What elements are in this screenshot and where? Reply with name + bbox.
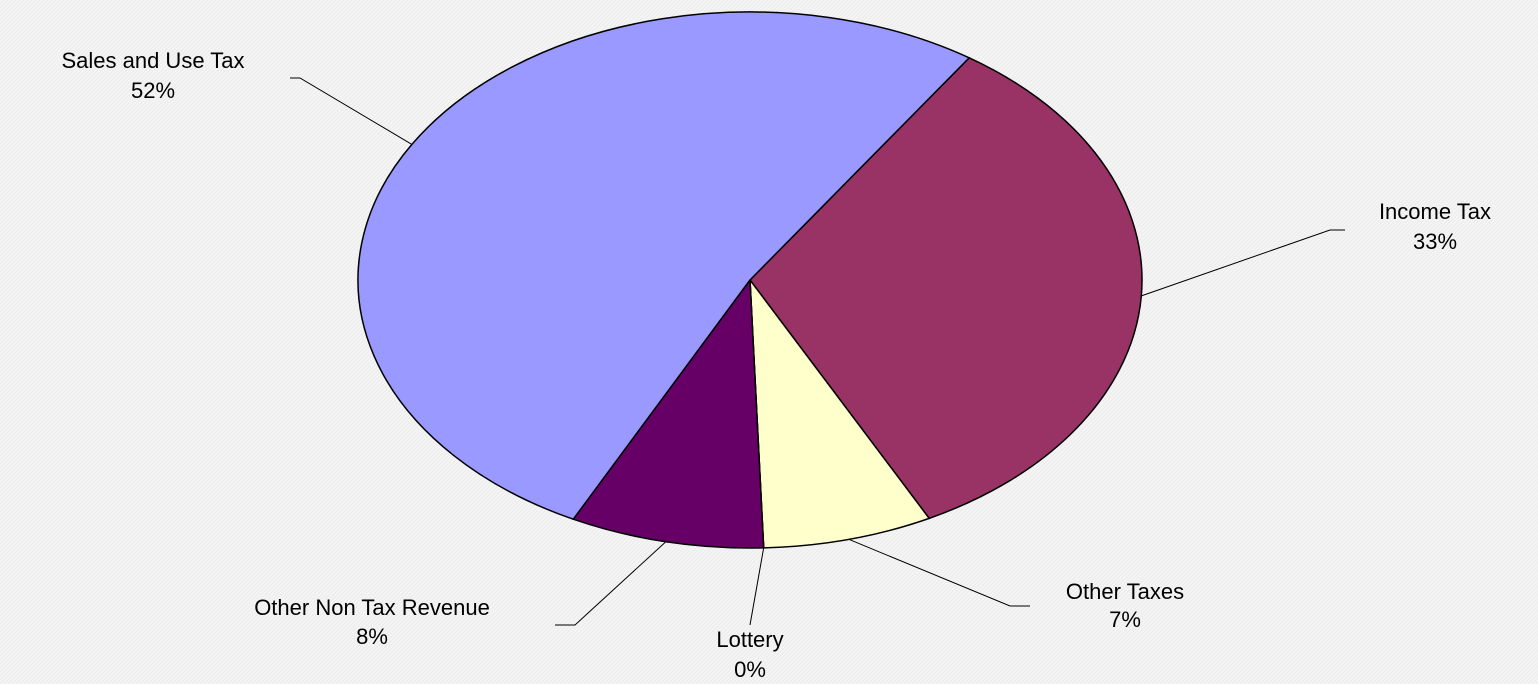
pie-slice bbox=[749, 277, 931, 549]
slice-value-label: 0% bbox=[734, 657, 766, 682]
leader-line bbox=[749, 547, 765, 626]
leader-line bbox=[1141, 229, 1345, 297]
slice-label: Income Tax bbox=[1379, 199, 1491, 224]
slice-label: Other Non Tax Revenue bbox=[254, 595, 490, 620]
slice-value-label: 7% bbox=[1109, 607, 1141, 632]
slice-value-label: 33% bbox=[1413, 229, 1457, 254]
pie-slice bbox=[572, 277, 765, 549]
pie bbox=[357, 11, 1143, 549]
slice-label: Sales and Use Tax bbox=[61, 48, 244, 73]
labels: Income Tax 33% Other Taxes 7% Lottery 0% Other… bbox=[61, 48, 1491, 682]
leader-line bbox=[848, 538, 1030, 607]
pie-slice bbox=[357, 11, 971, 521]
slice-value-label: 52% bbox=[131, 78, 175, 103]
slice-value-label: 8% bbox=[356, 624, 388, 649]
leader-line bbox=[290, 77, 413, 145]
leader-line bbox=[555, 541, 667, 626]
slice-label: Other Taxes bbox=[1066, 579, 1184, 604]
slice-label: Lottery bbox=[716, 627, 783, 652]
